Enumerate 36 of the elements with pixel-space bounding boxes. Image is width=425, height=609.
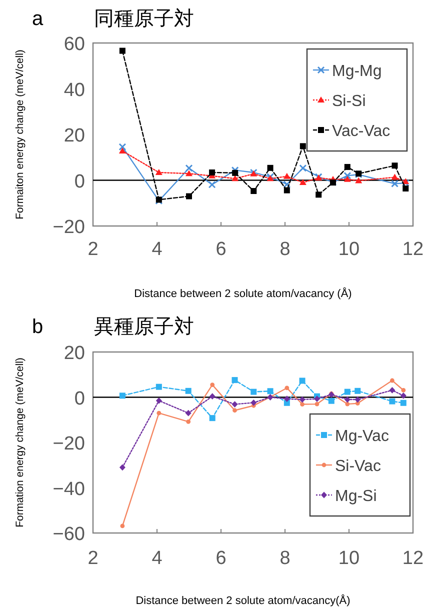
x-tick-label: 10	[338, 548, 360, 569]
y-tick-label: −20	[52, 217, 85, 238]
x-tick-label: 2	[88, 239, 98, 260]
legend-label: Mg-Si	[335, 488, 377, 505]
x-tick-label: 6	[216, 548, 226, 569]
y-tick-label: 20	[64, 126, 85, 146]
chart-title: 同種原子対	[94, 8, 194, 30]
text: a	[32, 8, 44, 30]
x-tick-label: 10	[338, 239, 360, 260]
y-tick-label: 20	[64, 343, 85, 364]
y-axis-title: Formaiton energy change (meV/cell)	[14, 50, 26, 220]
chart-title: 異種原子対	[94, 316, 194, 338]
y-axis-title: Formation energy change (meV/cell)	[14, 358, 26, 528]
x-tick-label: 8	[280, 239, 290, 260]
x-tick-label: 6	[216, 239, 226, 260]
x-tick-label: 4	[152, 548, 163, 569]
x-axis-title: Distance between 2 solute atom/vacancy (Å)	[134, 287, 352, 300]
x-tick-label: 12	[402, 548, 424, 569]
legend-label: Si-Si	[332, 93, 366, 110]
legend-label: Mg-Mg	[332, 63, 382, 80]
y-tick-label: 40	[64, 80, 85, 101]
x-axis-title: Distance between 2 solute atom/vacancy(Å)	[136, 594, 350, 607]
y-tick-label: −60	[52, 524, 85, 545]
x-tick-label: 2	[88, 548, 98, 569]
x-tick-label: 8	[280, 548, 290, 569]
legend-label: Mg-Vac	[335, 428, 389, 445]
y-tick-label: −40	[52, 478, 85, 500]
legend-label: Vac-Vac	[332, 123, 390, 140]
y-tick-label: −20	[52, 434, 85, 454]
x-tick-label: 4	[152, 239, 163, 260]
text: b	[32, 316, 44, 338]
legend-label: Si-Vac	[335, 458, 381, 475]
y-tick-label: 0	[74, 388, 85, 410]
x-tick-label: 12	[402, 239, 424, 260]
y-tick-label: 0	[74, 171, 85, 192]
y-tick-label: 60	[64, 34, 85, 55]
